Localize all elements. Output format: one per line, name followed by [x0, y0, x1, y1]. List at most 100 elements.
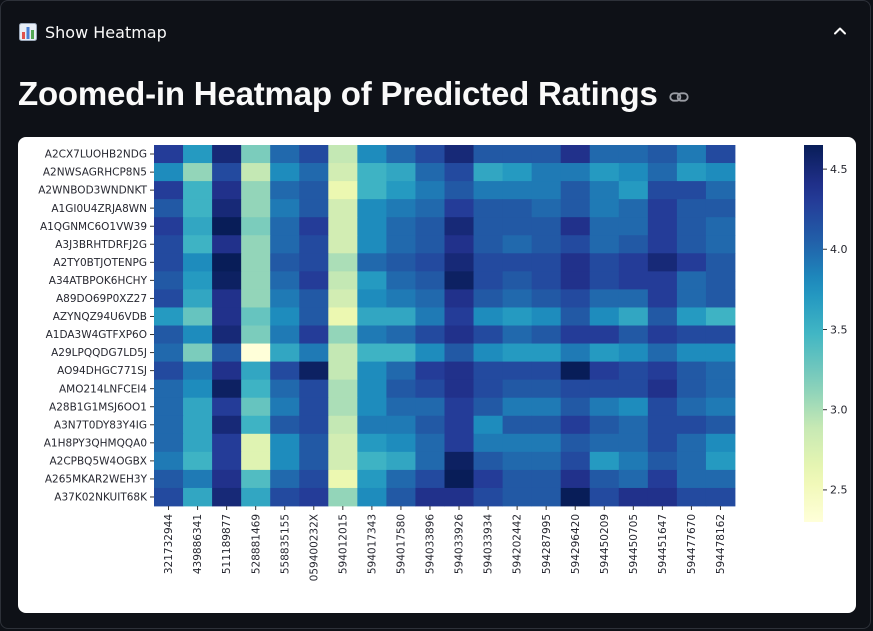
column-label: 321732944	[163, 514, 175, 574]
heatmap-cell	[270, 469, 300, 489]
heatmap-cell	[676, 289, 707, 308]
heatmap-cell	[647, 199, 678, 218]
heatmap-cell	[415, 433, 445, 453]
heatmap-cell	[415, 343, 445, 362]
heatmap-cell	[328, 181, 358, 200]
heatmap-cell	[357, 325, 387, 344]
heatmap-cell	[328, 433, 358, 453]
heatmap-cell	[618, 361, 649, 381]
heatmap-cell	[647, 379, 678, 399]
heatmap-cell	[705, 163, 736, 182]
heatmap-cell	[676, 145, 707, 164]
heatmap-cell	[705, 181, 736, 200]
heatmap-cell	[154, 307, 184, 326]
heatmap-cell	[589, 415, 620, 435]
heatmap-cell	[618, 307, 649, 326]
heatmap-cell	[444, 343, 474, 362]
heatmap-cell	[473, 181, 503, 200]
heatmap-cell	[154, 469, 184, 489]
colorbar-label: 2.5	[830, 484, 848, 497]
heatmap-cell	[676, 433, 707, 453]
heatmap-cell	[415, 325, 445, 344]
heatmap-cell	[560, 145, 591, 164]
heatmap-cell	[212, 415, 242, 435]
heatmap-cell	[589, 379, 620, 399]
heatmap-cell	[183, 199, 213, 218]
heatmap-cell	[241, 397, 271, 417]
heatmap-cell	[241, 433, 271, 453]
heatmap-cell	[241, 163, 271, 182]
heatmap-cell	[357, 217, 387, 236]
heatmap-cell	[647, 145, 678, 164]
heatmap-cell	[444, 271, 474, 290]
heatmap-cell	[386, 343, 416, 362]
heatmap-cell	[560, 163, 591, 182]
row-label: A34ATBPOK6HCHY	[49, 275, 148, 287]
heatmap-cell	[676, 253, 707, 272]
heatmap-cell	[299, 199, 329, 218]
heatmap-cell	[183, 469, 213, 489]
row-label: AO94DHGC771SJ	[57, 365, 147, 377]
heatmap-cell	[299, 307, 329, 326]
heatmap-cell	[212, 181, 242, 200]
heatmap-cell	[560, 433, 591, 453]
heatmap-cell	[183, 397, 213, 417]
row-label: A1QGNMC6O1VW39	[40, 221, 147, 233]
heatmap-cell	[299, 217, 329, 236]
heatmap-cell	[618, 325, 649, 344]
heatmap-cell	[270, 163, 300, 182]
heatmap-cell	[618, 199, 649, 218]
heatmap-cell	[357, 235, 387, 254]
heatmap-cell	[531, 451, 562, 471]
column-label: 528881469	[250, 514, 262, 574]
heatmap-cell	[502, 217, 533, 236]
heatmap-cell	[415, 145, 445, 164]
heatmap-cell	[705, 235, 736, 254]
heatmap-cell	[676, 271, 707, 290]
heatmap-cell	[183, 307, 213, 326]
expander-header[interactable]: Show Heatmap	[19, 20, 167, 44]
heatmap-cell	[241, 271, 271, 290]
heatmap-cell	[328, 145, 358, 164]
row-label: A3J3BRHTDRFJ2G	[55, 239, 147, 251]
heatmap-cell	[502, 343, 533, 362]
heatmap-cell	[328, 415, 358, 435]
heatmap-cell	[589, 343, 620, 362]
heatmap-cell	[299, 289, 329, 308]
heatmap-cell	[444, 199, 474, 218]
heatmap-cell	[212, 433, 242, 453]
heatmap-cell	[676, 235, 707, 254]
heatmap-cell	[357, 433, 387, 453]
heatmap-cell	[647, 163, 678, 182]
heatmap-cell	[357, 181, 387, 200]
heatmap-cell	[212, 199, 242, 218]
heatmap-cell	[183, 253, 213, 272]
heatmap-cell	[154, 379, 184, 399]
heatmap-cell	[386, 451, 416, 471]
heatmap-cell	[444, 469, 474, 489]
heatmap-cell	[357, 469, 387, 489]
heatmap-cell	[676, 163, 707, 182]
heatmap-cell	[473, 217, 503, 236]
link-icon[interactable]	[668, 86, 690, 108]
heatmap-cell	[676, 487, 707, 507]
chevron-up-icon[interactable]	[830, 21, 850, 41]
heatmap-cell	[705, 469, 736, 489]
heatmap-cell	[212, 343, 242, 362]
heatmap-cell	[444, 289, 474, 308]
heatmap-cell	[415, 235, 445, 254]
heatmap-cell	[705, 343, 736, 362]
heatmap-cell	[415, 379, 445, 399]
heatmap-cell	[415, 181, 445, 200]
heatmap-cell	[183, 217, 213, 236]
heatmap-cell	[618, 415, 649, 435]
heatmap-cell	[154, 181, 184, 200]
heatmap-cell	[531, 217, 562, 236]
column-label: 594017580	[396, 514, 408, 574]
heatmap-cell	[415, 397, 445, 417]
heatmap-cell	[531, 181, 562, 200]
heatmap-cell	[560, 289, 591, 308]
heatmap-cell	[705, 217, 736, 236]
column-label: 594033896	[425, 514, 437, 574]
heatmap-cell	[531, 271, 562, 290]
